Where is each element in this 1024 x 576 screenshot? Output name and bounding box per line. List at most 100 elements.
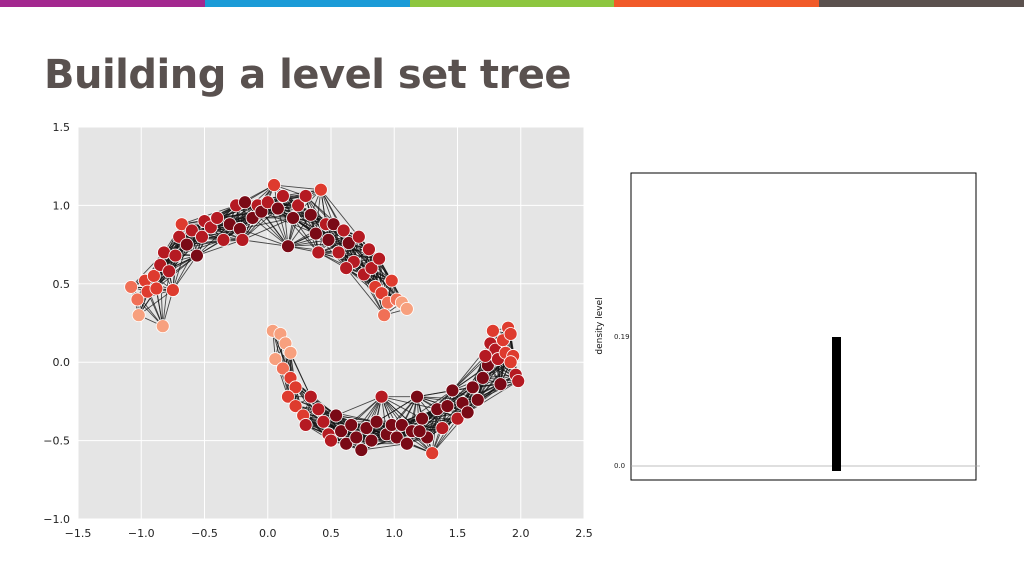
data-point [503, 327, 518, 341]
data-point [336, 223, 351, 238]
x-tick-label: 2.0 [512, 527, 530, 540]
data-point [415, 411, 429, 426]
data-point [130, 292, 145, 307]
data-point [503, 355, 518, 370]
graph-nodes [124, 178, 526, 461]
graph-edge [186, 239, 243, 246]
data-point [324, 433, 338, 448]
graph-edge [172, 236, 203, 291]
x-tick-label: 2.5 [575, 527, 593, 540]
graph-edge [181, 204, 237, 225]
tree-plot-frame [630, 172, 977, 481]
data-point [235, 232, 250, 247]
data-point [369, 414, 384, 429]
data-point [131, 308, 146, 323]
data-point [162, 264, 176, 279]
accent-bar-segment-1 [0, 0, 205, 7]
graph-edge [318, 252, 372, 269]
graph-edge [419, 402, 463, 432]
y-tick-label: 0.19 [614, 333, 630, 341]
data-point [465, 380, 480, 395]
x-tick-label: −0.5 [191, 527, 218, 540]
data-point [313, 182, 328, 197]
y-tick-label: 0.0 [614, 462, 625, 470]
y-tick-label: 1.5 [53, 121, 71, 134]
data-point [399, 301, 414, 316]
graph-edge [315, 189, 322, 234]
accent-bar-segment-5 [819, 0, 1024, 7]
accent-bar-segment-2 [204, 0, 410, 7]
data-point [308, 226, 323, 241]
data-point [303, 389, 318, 404]
graph-edge [242, 208, 279, 241]
data-point [195, 229, 209, 244]
level-set-scatter-chart: −1.5 −1.0 −0.5 0.0 0.5 1.0 1.5 2.0 2.51.51.00.50… [43, 121, 593, 540]
data-point [450, 411, 465, 426]
data-point [334, 424, 349, 439]
data-point [389, 430, 404, 445]
data-point [354, 443, 369, 457]
data-point [267, 178, 281, 192]
data-point [440, 399, 455, 414]
data-point [339, 436, 354, 451]
data-point [475, 370, 490, 385]
data-point [311, 245, 326, 260]
data-point [410, 389, 424, 404]
graph-edge [162, 271, 170, 327]
x-tick-label: 1.0 [386, 527, 404, 540]
graph-edge [318, 251, 380, 260]
data-point [460, 405, 475, 420]
data-point [331, 245, 346, 260]
graph-edge [261, 211, 289, 247]
data-point [281, 389, 295, 404]
data-point [351, 229, 366, 244]
data-point [216, 232, 231, 247]
data-point [291, 198, 306, 213]
data-point [190, 248, 204, 263]
data-point [412, 424, 427, 439]
tree-branch-bar [832, 337, 841, 471]
data-point [157, 245, 171, 260]
data-point [268, 352, 283, 366]
accent-bar-segment-4 [614, 0, 820, 7]
y-tick-label: −0.5 [43, 435, 70, 448]
data-point [341, 236, 356, 250]
data-point [384, 273, 399, 288]
data-point [288, 399, 303, 414]
data-point [303, 207, 318, 222]
data-point [359, 421, 374, 435]
data-point [179, 237, 194, 252]
grid-lines [77, 126, 585, 520]
data-point [165, 283, 180, 297]
data-point [329, 408, 343, 423]
data-point [155, 319, 170, 334]
graph-edge [274, 184, 321, 191]
data-point [281, 239, 295, 254]
data-point [470, 392, 485, 407]
graph-edge [156, 255, 198, 289]
graph-edge [172, 255, 198, 291]
slide-title: Building a level set tree [44, 52, 571, 98]
data-point [149, 281, 164, 296]
data-point [321, 232, 336, 247]
data-point [311, 402, 326, 417]
x-tick-label: 0.0 [259, 527, 277, 540]
graph-edge [138, 289, 174, 316]
data-point [270, 201, 285, 216]
graph-edge [345, 267, 385, 316]
graph-edge [381, 396, 423, 420]
data-point [283, 345, 298, 360]
data-point [260, 195, 275, 210]
graph-edge [196, 223, 231, 256]
graph-edge [361, 443, 407, 451]
data-point [493, 377, 508, 392]
data-point [288, 380, 303, 395]
data-point [276, 189, 290, 203]
data-point [184, 223, 199, 238]
data-point [435, 421, 450, 435]
data-point [364, 261, 379, 276]
data-point [298, 189, 313, 203]
x-tick-label: 0.5 [322, 527, 340, 540]
data-point [210, 211, 225, 225]
accent-color-bar [0, 0, 1024, 7]
